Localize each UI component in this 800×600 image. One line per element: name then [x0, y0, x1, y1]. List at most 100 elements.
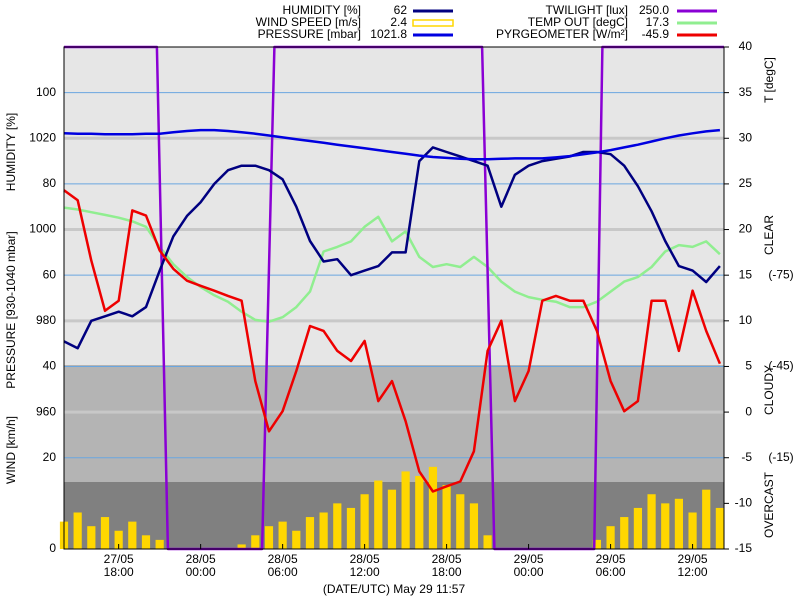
y2-tick-label: 35	[739, 85, 753, 99]
wind-bar	[114, 530, 123, 549]
legend-value: 62	[394, 3, 408, 17]
wind-bar	[100, 517, 110, 549]
x-tick-label: 06:00	[596, 565, 626, 579]
x-tick-date: 27/05	[104, 552, 134, 566]
x-tick-date: 29/05	[514, 552, 544, 566]
wind-bar	[456, 494, 465, 549]
wind-bar	[141, 535, 151, 549]
wind-bar	[688, 512, 697, 549]
sky-label: CLOUDY	[762, 365, 776, 415]
wind-bar	[387, 489, 397, 549]
y-tick-label: 20	[43, 450, 57, 464]
pressure-tick-label: 1020	[29, 130, 56, 144]
wind-bar	[264, 526, 274, 549]
y-tick-label: 60	[43, 267, 57, 281]
legend-label: PYRGEOMETER [W/m²]	[496, 27, 628, 41]
y2-tick-label: 10	[739, 313, 753, 327]
legend-label: TWILIGHT [lux]	[546, 3, 628, 17]
wind-bar	[237, 544, 246, 549]
y2-tick-label: 15	[739, 267, 753, 281]
wind-bar	[715, 507, 724, 549]
wind-bar	[360, 494, 369, 549]
y2-tick-label: 5	[745, 359, 752, 373]
wind-bar	[606, 526, 615, 549]
wind-bar	[87, 526, 96, 549]
wind-bar	[346, 507, 356, 549]
y-tick-label: 0	[49, 541, 56, 555]
legend-label: HUMIDITY [%]	[283, 3, 361, 17]
clear-band	[64, 47, 724, 365]
legend-value: 2.4	[390, 15, 407, 29]
x-tick-date: 28/05	[268, 552, 298, 566]
legend-value: 1021.8	[370, 27, 407, 41]
y2-tick-label: 25	[739, 176, 753, 190]
y2-tick-label: 30	[739, 130, 753, 144]
y2-tick-label: 0	[745, 404, 752, 418]
y2-tick-label: 40	[739, 39, 753, 53]
wind-bar	[647, 494, 656, 549]
x-tick-label: 06:00	[268, 565, 298, 579]
pressure-tick-label: 980	[36, 313, 56, 327]
wind-bar	[305, 517, 315, 549]
x-tick-label: 12:00	[678, 565, 708, 579]
y-axis-label: HUMIDITY [%]	[4, 113, 18, 191]
x-tick-date: 28/05	[350, 552, 380, 566]
y4-tick-label: (-75)	[768, 267, 793, 281]
pressure-axis-label: PRESSURE [930-1040 mbar]	[4, 231, 18, 388]
wind-bar	[333, 503, 342, 549]
wind-bar	[483, 535, 492, 549]
wind-bar	[401, 471, 410, 549]
legend-value: 250.0	[639, 3, 669, 17]
wind-bar	[592, 539, 602, 549]
sky-label: OVERCAST	[762, 471, 776, 538]
legend-label: PRESSURE [mbar]	[258, 27, 361, 41]
series-line	[63, 189, 722, 493]
legend-swatch	[412, 19, 454, 27]
y4-tick-label: (-45)	[768, 359, 793, 373]
x-tick-date: 29/05	[678, 552, 708, 566]
cloudy-band	[64, 365, 724, 482]
wind-bar	[319, 512, 328, 549]
wind-bar	[620, 517, 629, 549]
wind-bar	[674, 498, 684, 549]
y4-tick-label: (-15)	[768, 450, 793, 464]
sky-label: CLEAR	[762, 215, 776, 255]
y-tick-label: 80	[43, 176, 57, 190]
legend-value: -45.9	[642, 27, 670, 41]
wind-bar	[128, 521, 137, 549]
x-tick-label: 00:00	[186, 565, 216, 579]
y-tick-label: 100	[36, 85, 56, 99]
y2-tick-label: 20	[739, 222, 753, 236]
wind-bar	[661, 503, 670, 549]
pressure-tick-label: 1000	[29, 222, 56, 236]
legend-value: 17.3	[646, 15, 670, 29]
plot-frame	[63, 46, 725, 550]
x-tick-date: 29/05	[596, 552, 626, 566]
series-line	[63, 206, 721, 323]
wind-bar	[251, 535, 260, 549]
wind-bar	[374, 480, 383, 549]
wind-bar	[155, 539, 164, 549]
series-line	[63, 146, 721, 350]
y2-tick-label: -5	[741, 450, 752, 464]
x-tick-label: 18:00	[432, 565, 462, 579]
wind-bar	[469, 503, 479, 549]
pressure-tick-label: 960	[36, 404, 56, 418]
wind-bar	[428, 466, 438, 549]
x-tick-date: 28/05	[432, 552, 462, 566]
series-line	[63, 128, 721, 161]
x-axis-label: (DATE/UTC) May 29 11:57	[323, 582, 466, 596]
y2-axis-label: T [degC]	[762, 57, 776, 103]
wind-bar	[442, 485, 451, 549]
wind-bar	[702, 489, 711, 549]
wind-axis-label: WIND [km/h]	[4, 416, 18, 484]
wind-bar	[415, 475, 424, 549]
wind-bar	[278, 521, 287, 549]
y-tick-label: 40	[43, 359, 57, 373]
x-tick-label: 00:00	[514, 565, 544, 579]
wind-bar	[73, 512, 82, 549]
legend-label: TEMP OUT [degC]	[528, 15, 628, 29]
x-tick-label: 18:00	[104, 565, 134, 579]
